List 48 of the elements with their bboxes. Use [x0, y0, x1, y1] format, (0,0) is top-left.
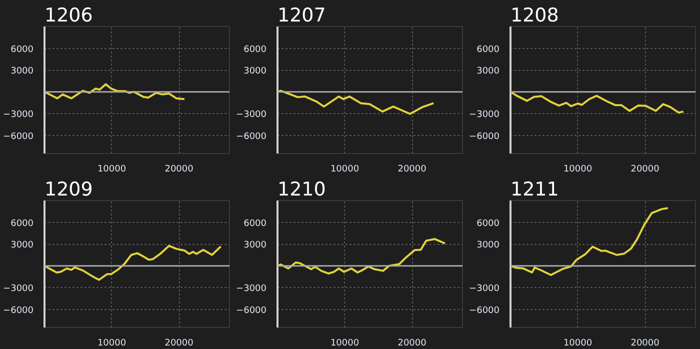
y-tick-label: 6000 [244, 44, 267, 55]
y-tick-label: −6000 [469, 306, 500, 316]
x-tick-label: 20000 [164, 338, 194, 348]
y-tick-label: 6000 [10, 44, 34, 55]
x-tick-label: 10000 [330, 164, 360, 174]
y-tick-label: 3000 [244, 66, 267, 77]
x-tick-label: 10000 [330, 338, 360, 348]
y-tick-label: 3000 [10, 240, 34, 251]
y-tick-label: 6000 [244, 218, 267, 229]
y-tick-label: −3000 [236, 110, 267, 120]
chart-title: 1211 [510, 178, 559, 200]
y-tick-label: 3000 [476, 66, 500, 77]
y-tick-label: −6000 [3, 132, 34, 142]
y-tick-label: 3000 [244, 240, 267, 251]
x-tick-label: 10000 [97, 164, 126, 174]
x-tick-label: 10000 [563, 164, 592, 174]
y-tick-label: 6000 [476, 44, 500, 55]
y-tick-label: −6000 [469, 132, 500, 142]
line-series [510, 207, 669, 276]
y-tick-label: 6000 [10, 218, 34, 229]
chart-title: 1206 [44, 4, 93, 26]
line-series [44, 83, 186, 100]
x-tick-label: 20000 [398, 338, 427, 348]
y-tick-label: 3000 [10, 66, 34, 77]
line-series [44, 244, 222, 281]
y-tick-label: −3000 [3, 110, 34, 120]
line-series [510, 90, 684, 114]
y-tick-label: −3000 [236, 284, 267, 294]
y-tick-label: −3000 [3, 284, 34, 294]
x-tick-label: 10000 [97, 338, 126, 348]
x-tick-label: 20000 [630, 338, 660, 348]
y-tick-label: 6000 [476, 218, 500, 229]
x-tick-label: 20000 [164, 164, 194, 174]
line-series [278, 90, 435, 115]
y-tick-label: 3000 [476, 240, 500, 251]
chart-title: 1209 [44, 178, 93, 200]
line-series [278, 238, 446, 275]
y-tick-label: −6000 [236, 132, 267, 142]
y-tick-label: −6000 [3, 306, 34, 316]
x-tick-label: 20000 [398, 164, 427, 174]
chart-title: 1208 [510, 4, 559, 26]
x-tick-label: 10000 [563, 338, 592, 348]
y-tick-label: −3000 [469, 110, 500, 120]
chart-title: 1207 [278, 4, 326, 26]
chart-title: 1210 [278, 178, 326, 200]
x-tick-label: 20000 [630, 164, 660, 174]
y-tick-label: −3000 [469, 284, 500, 294]
y-tick-label: −6000 [236, 306, 267, 316]
